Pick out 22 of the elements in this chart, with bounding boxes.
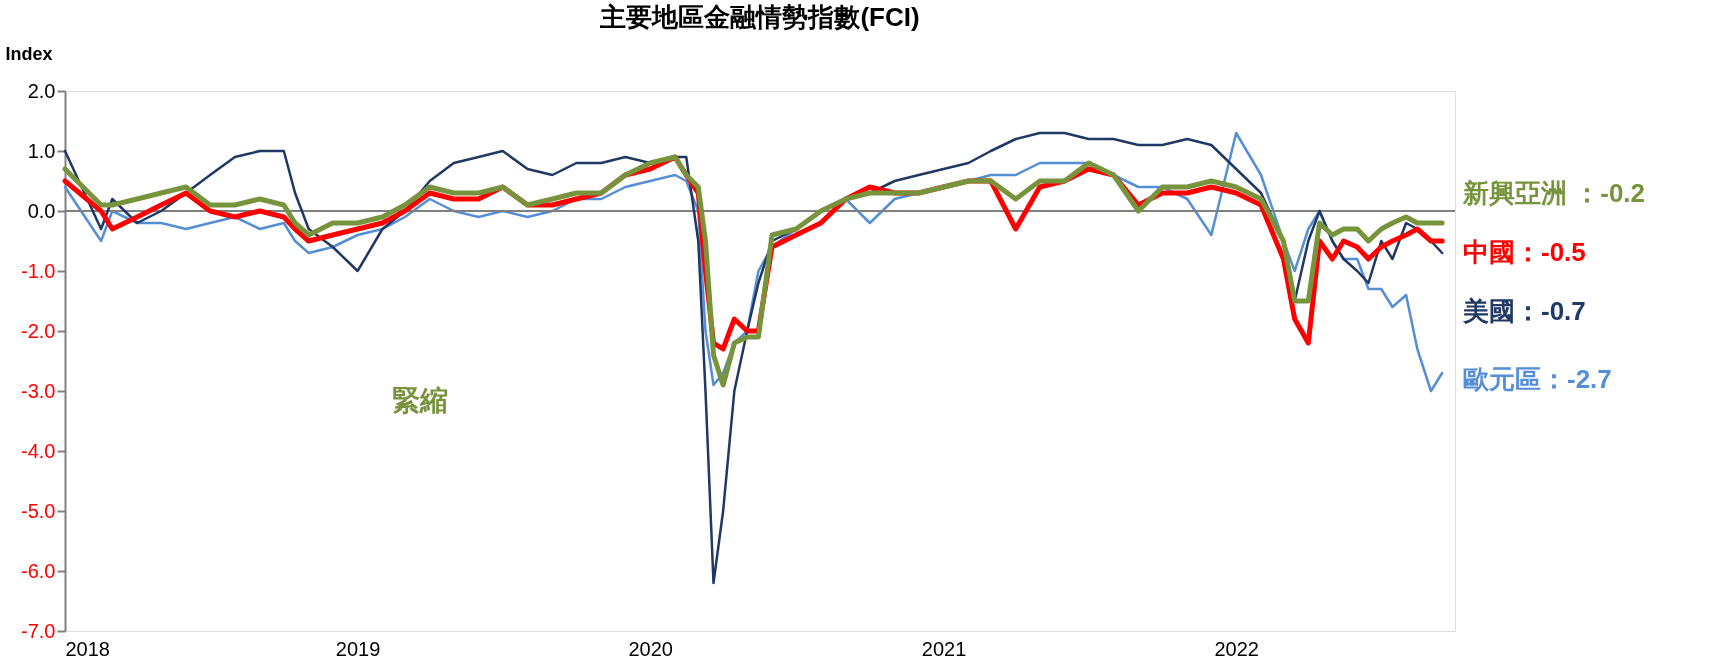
y-tick-label: -6.0 [21,559,56,582]
y-tick-label: -1.0 [21,259,56,282]
annotation: 緊縮 [391,384,448,416]
x-tick-label: 2019 [335,637,381,660]
text: 美國：-0.7 [1462,296,1586,327]
text: 歐元區：-2.7 [1463,363,1612,394]
x-tick-label: 2022 [1214,637,1259,660]
text: 中國：-0.5 [1463,237,1586,267]
y-tick-label: -5.0 [21,499,56,522]
text: 新興亞洲 ：-0.2 [1462,177,1646,208]
y-tick-label: -7.0 [21,619,56,642]
y-tick-label: 2.0 [27,79,56,102]
y-tick-label: -4.0 [21,439,56,462]
y-axis-title: Index [5,43,53,64]
x-tick-label: 2020 [628,637,673,660]
y-tick-label: -2.0 [21,319,56,342]
chart-title: 主要地區金融情勢指數(FCI) [599,2,920,32]
y-tick-label: -3.0 [21,379,56,402]
y-tick-label: 0.0 [27,199,56,222]
y-tick-label: 1.0 [27,139,56,162]
x-tick-label: 2018 [65,637,110,660]
x-tick-label: 2021 [921,637,967,660]
